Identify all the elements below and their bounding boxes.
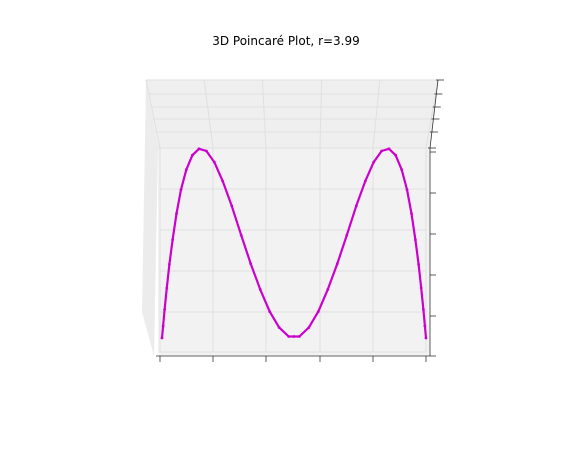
data-point [316,310,320,313]
data-point [277,326,281,329]
pane-top [146,80,438,148]
data-point [179,188,183,192]
pane-back [158,148,430,356]
data-point [354,204,358,208]
data-point [400,168,404,172]
grid-line-x-top [319,79,323,149]
data-point [307,326,311,329]
grid-line-x-top [145,79,161,149]
data-point [424,336,428,340]
pane-left [142,80,158,356]
data-point [297,335,301,338]
data-point [175,212,178,216]
data-point [191,153,194,157]
data-point [372,160,376,164]
data-point [422,308,425,311]
data-point [168,262,171,266]
data-point [239,233,243,237]
data-point [419,286,423,290]
data-point [197,147,201,151]
data-point [212,160,216,164]
data-point [258,288,262,291]
grid-line-x-top [372,79,381,149]
data-point [160,336,164,340]
data-point [394,153,397,157]
grid-line-x-top [425,79,439,149]
data-point [387,147,391,151]
data-point [287,335,291,338]
data-point [417,262,420,266]
data-point [405,188,409,192]
data-point [161,324,165,328]
data-point [414,238,417,242]
data-point [380,149,383,153]
data-point [363,179,367,183]
data-point [268,310,272,313]
data-point [184,168,188,172]
data-point [171,238,175,242]
data-point [163,308,167,311]
data-point [423,324,427,328]
y-axis-line [429,79,439,149]
data-point [230,204,234,208]
data-point [292,335,296,338]
chart-title: 3D Poincaré Plot, r=3.99 [212,34,360,48]
data-point [249,262,253,266]
data-point [410,212,413,216]
data-point [335,262,339,266]
data-point [345,233,349,237]
data-point [205,149,208,153]
grid-line-x-top [261,79,267,149]
grid-line-x-top [203,79,214,149]
data-point [221,179,225,183]
data-point [326,288,330,291]
data-point [165,286,169,290]
